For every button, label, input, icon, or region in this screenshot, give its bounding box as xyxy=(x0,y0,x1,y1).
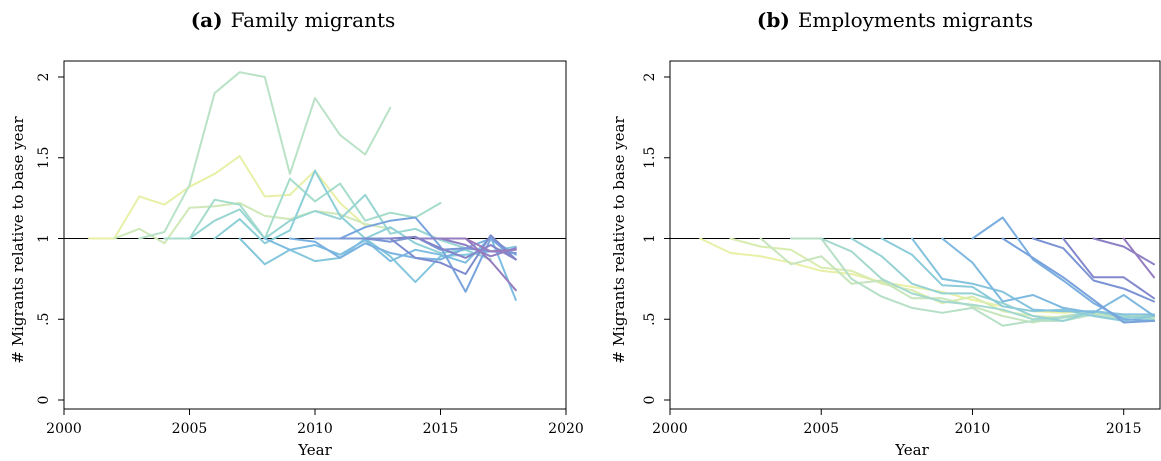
series-line-6 xyxy=(850,237,1155,322)
series-line-1 xyxy=(88,155,367,240)
x-tick-label: 2010 xyxy=(297,421,333,437)
y-tick-label: 1 xyxy=(36,234,52,243)
y-tick-label: 1.5 xyxy=(36,147,52,169)
panel-a-plot-frame xyxy=(63,60,567,410)
panel-employment-migrants: (b) Employments migrants # Migrants relat… xyxy=(610,8,1161,459)
series-line-4 xyxy=(790,237,1155,327)
series-line-14 xyxy=(414,237,517,258)
panel-b-title: (b) Employments migrants xyxy=(757,8,1033,32)
panel-a-ylabel: # Migrants relative to base year xyxy=(9,116,27,364)
series-line-12 xyxy=(1032,237,1155,303)
series-line-10 xyxy=(314,216,517,293)
panel-b-ylabel: # Migrants relative to base year xyxy=(610,116,628,364)
panel-a-title-prefix: (a) xyxy=(191,8,223,32)
series-line-11 xyxy=(1001,237,1155,324)
y-tick-label: 0 xyxy=(642,396,658,405)
x-tick-label: 2015 xyxy=(423,421,459,437)
panel-family-migrants: (a) Family migrants # Migrants relative t… xyxy=(9,8,584,459)
panel-b-plot-frame xyxy=(669,60,1161,410)
panel-b-title-text: Employments migrants xyxy=(798,8,1033,32)
y-tick-label: .5 xyxy=(642,313,658,326)
x-tick-label: 2020 xyxy=(548,421,584,437)
x-tick-label: 2005 xyxy=(172,421,208,437)
panel-a-xlabel: Year xyxy=(297,441,332,459)
series-line-15 xyxy=(1122,237,1155,279)
series-line-8 xyxy=(263,235,517,301)
panel-a-title: (a) Family migrants xyxy=(191,8,396,32)
series-line-13 xyxy=(1062,237,1155,300)
y-tick-label: 2 xyxy=(36,73,52,82)
series-line-4 xyxy=(163,177,442,240)
panel-a-series-group xyxy=(88,71,517,301)
y-tick-label: 1 xyxy=(642,234,658,243)
x-tick-label: 2000 xyxy=(46,421,82,437)
series-line-7 xyxy=(880,237,1155,322)
x-tick-label: 2005 xyxy=(803,421,839,437)
panel-b-y-axis: 0 .5 1 1.5 2 xyxy=(642,73,670,405)
x-tick-label: 2000 xyxy=(652,421,688,437)
y-tick-label: 2 xyxy=(642,73,658,82)
x-tick-label: 2010 xyxy=(955,421,991,437)
series-line-10 xyxy=(971,216,1155,322)
series-line-16 xyxy=(464,237,517,253)
series-line-9 xyxy=(288,237,517,261)
series-line-5 xyxy=(188,193,467,250)
y-tick-label: 0 xyxy=(36,396,52,405)
series-line-3 xyxy=(138,71,392,240)
panel-b-x-axis: 2000 2005 2010 2015 xyxy=(652,409,1142,437)
series-line-14 xyxy=(1092,237,1155,266)
panel-a-y-axis: 0 .5 1 1.5 2 xyxy=(36,73,64,405)
series-line-1 xyxy=(699,237,1155,317)
y-tick-label: .5 xyxy=(36,313,52,326)
panel-a-title-text: Family migrants xyxy=(231,8,396,32)
y-tick-label: 1.5 xyxy=(642,147,658,169)
panel-b-series-group xyxy=(699,216,1155,327)
x-tick-label: 2015 xyxy=(1106,421,1142,437)
panel-b-title-prefix: (b) xyxy=(757,8,790,32)
series-line-9 xyxy=(941,237,1155,317)
series-line-15 xyxy=(439,237,517,292)
panel-a-x-axis: 2000 2005 2010 2015 2020 xyxy=(46,409,584,437)
panel-b-xlabel: Year xyxy=(894,441,929,459)
series-line-13 xyxy=(389,235,517,261)
